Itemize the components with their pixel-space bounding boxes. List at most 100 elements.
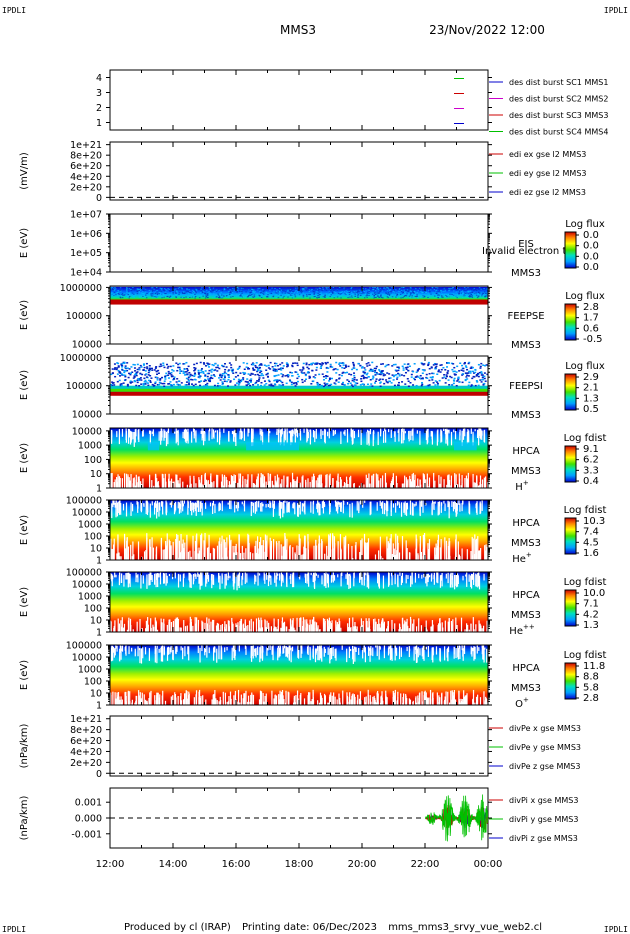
spectrogram-gap <box>328 428 330 439</box>
spectrogram-cell <box>113 363 116 365</box>
spectrogram-cell <box>252 368 255 371</box>
y-tick-label: 100 <box>84 532 102 543</box>
spectrogram-cell <box>438 379 441 382</box>
spectrogram-cell <box>242 371 245 374</box>
spectrogram-gap <box>285 549 287 560</box>
spectrogram-gap <box>182 503 184 512</box>
spectrogram-gap <box>257 536 259 560</box>
spectrogram-gap <box>272 500 274 508</box>
spectrogram-gap <box>446 429 448 440</box>
colorbar-label: 3.3 <box>583 465 599 476</box>
spectrogram-cell <box>293 286 296 288</box>
spectrogram-cell <box>183 291 185 293</box>
spectrogram-cell <box>163 290 166 292</box>
spectrogram-cell <box>333 296 336 298</box>
spectrogram-cell <box>209 289 211 291</box>
spectrogram-cell <box>145 381 148 383</box>
spectrogram-cell <box>316 382 319 385</box>
spacecraft-label: MMS3 <box>511 466 541 477</box>
spectrogram-cell <box>409 287 412 289</box>
spectrogram-gap <box>137 476 139 488</box>
spectrogram-gap <box>197 500 199 512</box>
spectrogram-gap <box>174 501 177 511</box>
spectrogram-cell <box>372 289 374 291</box>
spectrogram-cell <box>147 371 150 374</box>
spectrogram-gap <box>361 538 363 560</box>
spectrogram-gap <box>310 501 312 513</box>
spectrogram-cell <box>232 368 235 371</box>
spectrogram-gap <box>258 548 260 560</box>
spectrogram-cell <box>283 295 285 297</box>
spectrogram-cell <box>359 292 361 294</box>
spectrogram-cell <box>276 292 278 294</box>
spectrogram-cell <box>348 290 351 292</box>
spectrogram-cell <box>340 293 343 295</box>
spectrogram-gap <box>315 622 318 632</box>
spectrogram-cell <box>483 291 486 293</box>
spectrogram-cell <box>362 289 365 291</box>
spectrogram-cell <box>259 295 261 297</box>
spectrogram-gap <box>130 474 132 488</box>
spectrogram-gap <box>125 473 128 488</box>
spectrogram-cell <box>329 384 332 387</box>
spectrogram-gap <box>471 536 473 560</box>
spectrogram-gap <box>364 545 367 560</box>
spectrogram-gap <box>252 553 254 560</box>
spectrogram-cell <box>199 371 202 374</box>
spectrogram-cell <box>443 287 446 289</box>
spectrogram-cell <box>283 288 285 290</box>
spectrogram-gap <box>146 501 149 515</box>
spectrogram-cell <box>232 287 234 289</box>
spectrogram-cell <box>247 367 250 369</box>
spectrogram-cell <box>282 384 285 386</box>
spectrogram-cell <box>480 381 483 383</box>
spectrogram-cell <box>353 290 355 292</box>
spectrogram-cell <box>442 366 445 369</box>
spectrogram-gap <box>125 573 127 580</box>
spectrogram-cell <box>409 289 412 291</box>
spectrogram-cell <box>281 381 284 384</box>
spectrogram-gap <box>433 472 435 488</box>
spectrogram-cell <box>221 290 224 292</box>
spectrogram-cell <box>144 383 147 385</box>
spectrogram-cell <box>313 293 316 295</box>
spectrogram-gap <box>122 627 124 632</box>
spectrogram-cell <box>357 294 359 296</box>
spectrogram-gap <box>443 479 445 488</box>
spectrogram-cell <box>144 288 147 290</box>
spectrogram-cell <box>158 293 160 295</box>
spectrogram-gap <box>215 625 218 632</box>
spectrogram-gap <box>145 500 147 515</box>
spectrogram-cell <box>221 373 224 375</box>
spectrogram-gap <box>135 572 137 583</box>
spectrogram-cell <box>446 366 449 368</box>
spectrogram-cell <box>288 289 291 291</box>
spectrogram-cell <box>310 289 312 291</box>
spectrogram-gap <box>239 473 242 488</box>
spectrogram-gap <box>324 573 327 586</box>
spectrogram-gap <box>353 430 356 439</box>
spectrogram-gap <box>397 574 399 586</box>
spectrogram-gap <box>164 549 166 560</box>
legend-item: des dist burst SC3 MMS3 <box>509 111 608 120</box>
spectrogram-gap <box>330 575 333 583</box>
spectrogram-cell <box>313 291 315 293</box>
spectrogram-gap <box>113 627 115 632</box>
spectrogram-cell <box>459 362 462 364</box>
spectrogram-gap <box>154 617 156 632</box>
spectrogram-gap <box>113 500 115 505</box>
spectrogram-gap <box>475 573 477 587</box>
spectrogram-cell <box>447 379 450 381</box>
spectrogram-gap <box>201 428 203 441</box>
spectrogram-gap <box>317 483 319 488</box>
spectrogram-cell <box>113 384 116 386</box>
spectrogram-cell <box>213 384 216 387</box>
spectrogram-cell <box>304 373 307 376</box>
spectrogram-cell <box>375 297 377 299</box>
spectrogram-cell <box>345 366 348 368</box>
spectrogram-gap <box>421 574 423 579</box>
spectrogram-cell <box>294 385 297 387</box>
spectrogram-gap <box>346 502 349 505</box>
spectrogram-cell <box>403 287 405 289</box>
spectrogram-cell <box>467 375 470 377</box>
